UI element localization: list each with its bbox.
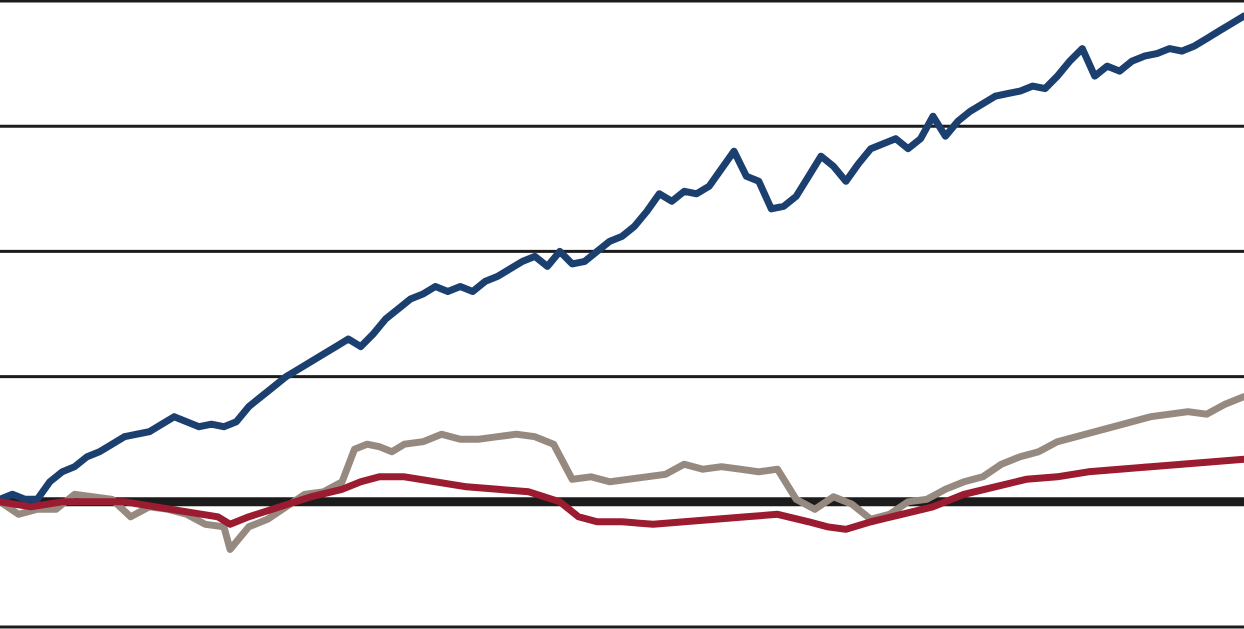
series-lines: [0, 12, 1244, 553]
series-line-2: [0, 393, 1244, 553]
series-line-1: [0, 12, 1244, 503]
series-line-3: [0, 455, 1244, 533]
